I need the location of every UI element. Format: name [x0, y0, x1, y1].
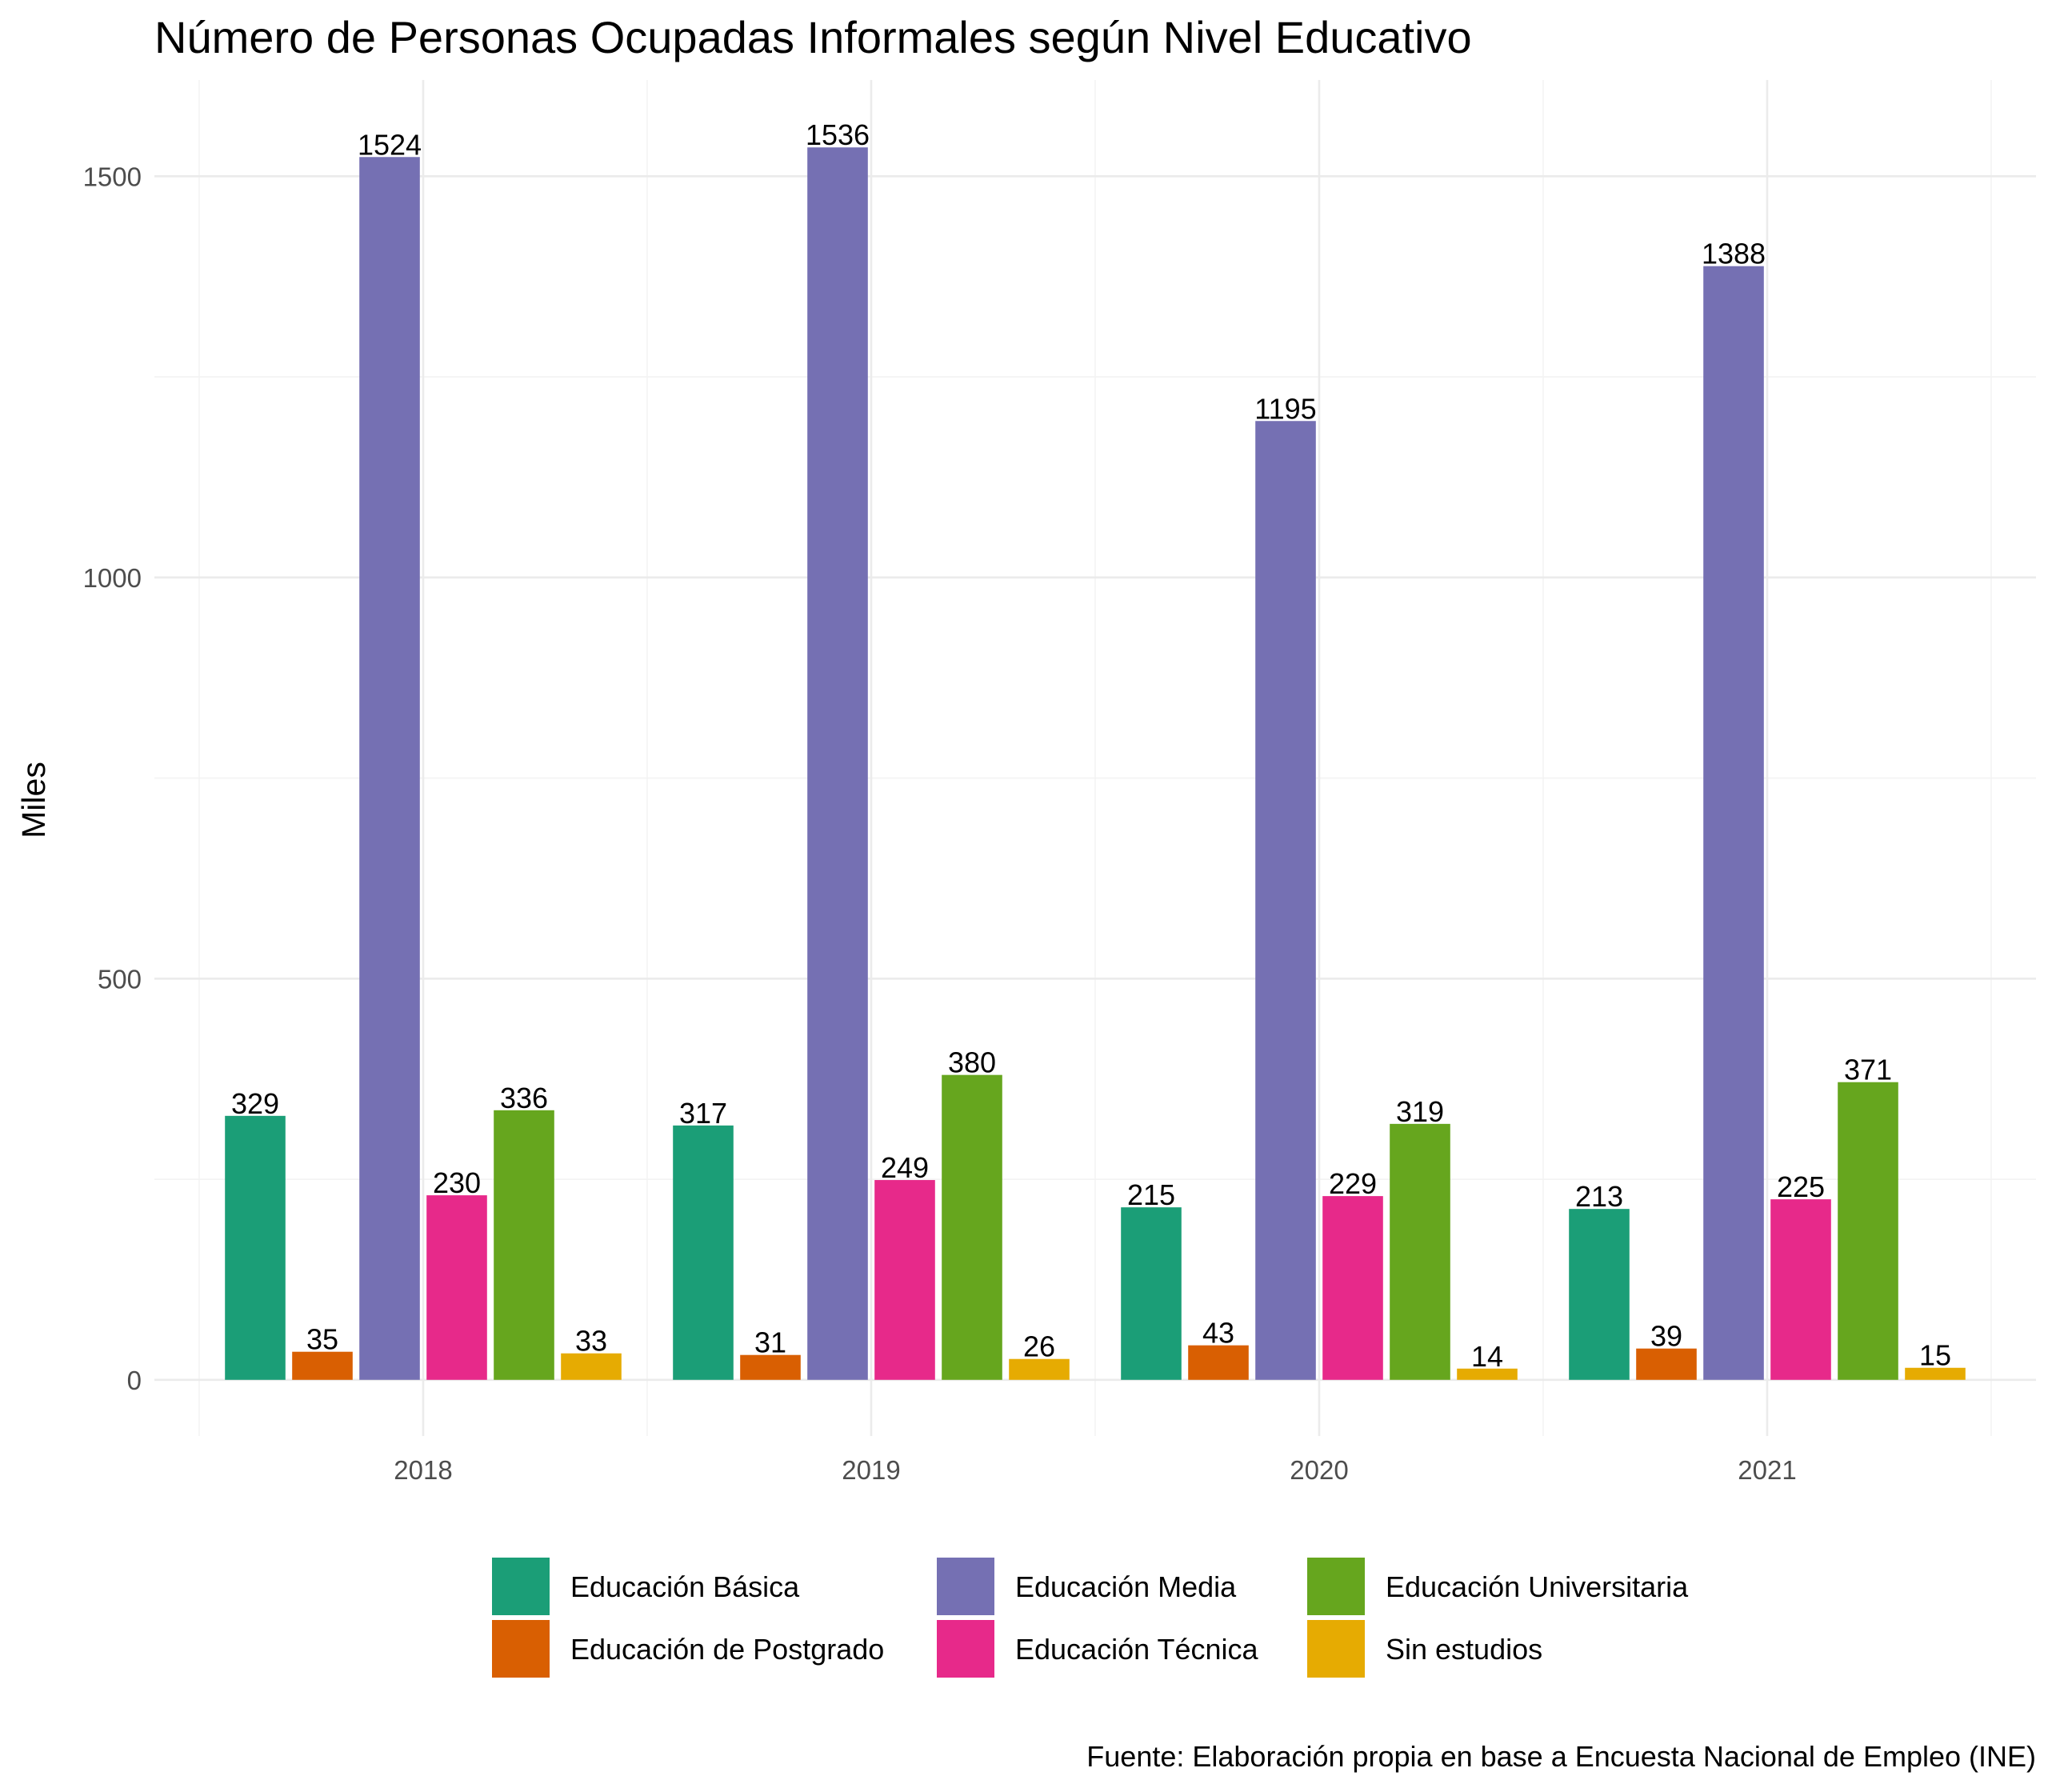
data-label: 31: [754, 1326, 786, 1359]
bar: [1569, 1209, 1630, 1380]
bar: [292, 1351, 353, 1380]
y-tick-label: 0: [127, 1366, 142, 1395]
data-label: 317: [679, 1097, 727, 1130]
legend-label: Educación Media: [1015, 1570, 1237, 1603]
legend-label: Educación Universitaria: [1386, 1570, 1689, 1603]
data-label: 1524: [358, 128, 422, 161]
x-axis-ticks: 2018 2019 2020 2021: [394, 1455, 1796, 1485]
legend-key: [937, 1620, 994, 1678]
data-labels: 329 317 215 213 35 31 43 39 1524 1536 1195 1388 230 2…: [231, 118, 1951, 1373]
legend-key: [492, 1620, 550, 1678]
x-tick-label: 2020: [1290, 1455, 1348, 1485]
legend-label: Sin estudios: [1386, 1633, 1542, 1666]
bar: [942, 1074, 1002, 1380]
data-label: 213: [1575, 1180, 1623, 1213]
data-label: 1388: [1702, 238, 1766, 270]
data-label: 1195: [1254, 392, 1316, 425]
legend-key: [492, 1558, 550, 1615]
bar: [673, 1125, 734, 1380]
data-label: 229: [1329, 1167, 1377, 1200]
chart-caption: Fuente: Elaboración propia en base a Enc…: [1086, 1740, 2036, 1773]
bar: [1636, 1348, 1697, 1380]
x-tick-label: 2021: [1738, 1455, 1796, 1485]
bar: [1703, 266, 1764, 1380]
bar: [1009, 1358, 1070, 1380]
chart-title: Número de Personas Ocupadas Informales s…: [154, 12, 1472, 62]
x-tick-label: 2019: [842, 1455, 900, 1485]
data-label: 215: [1127, 1178, 1175, 1211]
bar: [359, 157, 420, 1380]
bar: [494, 1110, 554, 1380]
bar: [1838, 1082, 1898, 1380]
data-label: 380: [948, 1046, 996, 1079]
bar: [1905, 1367, 1966, 1380]
bar: [1188, 1345, 1249, 1380]
data-label: 249: [881, 1151, 929, 1184]
legend-key: [1307, 1558, 1365, 1615]
bar: [1770, 1199, 1831, 1380]
data-label: 33: [575, 1325, 607, 1358]
bars: [225, 147, 1966, 1380]
data-label: 230: [433, 1166, 481, 1199]
data-label: 39: [1650, 1320, 1682, 1353]
data-label: 43: [1202, 1317, 1234, 1350]
y-tick-label: 1500: [83, 162, 142, 191]
bar: [807, 147, 868, 1380]
data-label: 319: [1396, 1095, 1444, 1128]
legend-label: Educación Básica: [570, 1570, 800, 1603]
data-label: 225: [1777, 1170, 1825, 1203]
legend: Educación Básica Educación Media Educación…: [492, 1558, 1689, 1678]
bar: [874, 1180, 935, 1380]
bar: [225, 1115, 286, 1380]
data-label: 14: [1471, 1340, 1503, 1373]
y-axis-ticks: 0 500 1000 1500: [83, 162, 142, 1394]
bar: [1322, 1196, 1383, 1380]
bar: [1457, 1368, 1518, 1380]
data-label: 15: [1919, 1339, 1951, 1372]
bar: [1255, 421, 1316, 1380]
bar: [1121, 1207, 1182, 1380]
y-tick-label: 500: [98, 964, 142, 994]
bar: [561, 1353, 622, 1380]
legend-key: [937, 1558, 994, 1615]
y-tick-label: 1000: [83, 563, 142, 593]
data-label: 1536: [806, 118, 870, 151]
data-label: 371: [1844, 1054, 1892, 1086]
bar: [740, 1354, 801, 1380]
x-tick-label: 2018: [394, 1455, 452, 1485]
bar: [426, 1195, 487, 1380]
data-label: 329: [231, 1087, 279, 1120]
data-label: 336: [500, 1082, 548, 1114]
bar: [1390, 1123, 1450, 1380]
legend-label: Educación de Postgrado: [570, 1633, 884, 1666]
legend-key: [1307, 1620, 1365, 1678]
legend-label: Educación Técnica: [1015, 1633, 1259, 1666]
data-label: 26: [1023, 1330, 1055, 1363]
y-axis-label: Miles: [15, 762, 52, 838]
data-label: 35: [306, 1323, 338, 1356]
